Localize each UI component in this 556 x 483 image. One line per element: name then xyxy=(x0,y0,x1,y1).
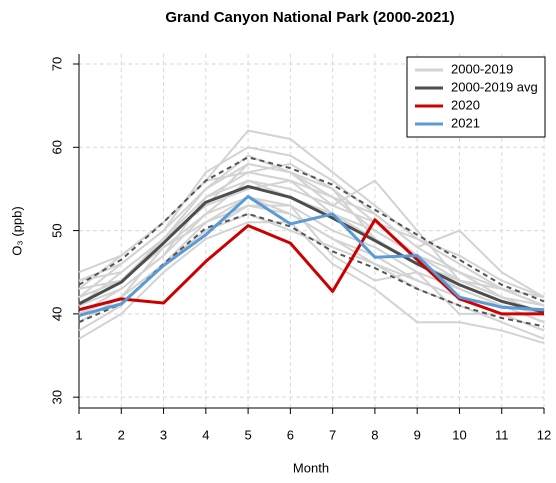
x-tick-label: 8 xyxy=(371,427,378,442)
x-tick-label: 6 xyxy=(287,427,294,442)
y-axis-title: O₃ (ppb) xyxy=(9,206,24,255)
legend-label: 2000-2019 avg xyxy=(451,79,538,94)
legend-label: 2020 xyxy=(451,97,480,112)
x-tick-label: 12 xyxy=(537,427,551,442)
series-line xyxy=(78,194,545,317)
x-tick-label: 1 xyxy=(75,427,82,442)
background-line xyxy=(78,221,545,344)
y-tick-label: 60 xyxy=(49,140,64,154)
legend-label: 2021 xyxy=(451,115,480,130)
y-tick-label: 50 xyxy=(49,223,64,237)
x-tick-label: 7 xyxy=(329,427,336,442)
background-line xyxy=(78,129,545,299)
x-axis-title: Month xyxy=(293,460,329,475)
x-tick-label: 5 xyxy=(244,427,251,442)
x-tick-label: 10 xyxy=(452,427,466,442)
chart-title: Grand Canyon National Park (2000-2021) xyxy=(165,9,454,26)
background-line xyxy=(78,179,545,315)
background-line xyxy=(78,171,545,307)
background-line xyxy=(78,146,545,299)
x-tick-label: 11 xyxy=(495,427,509,442)
y-tick-label: 30 xyxy=(49,390,64,404)
x-tick-label: 2 xyxy=(118,427,125,442)
series-line xyxy=(78,184,545,314)
x-tick-label: 4 xyxy=(202,427,209,442)
x-tick-label: 9 xyxy=(414,427,421,442)
series-line xyxy=(78,218,544,316)
legend-label: 2000-2019 xyxy=(451,61,513,76)
x-tick-label: 3 xyxy=(160,427,167,442)
dashed-line xyxy=(78,156,545,303)
y-tick-label: 40 xyxy=(49,307,64,321)
y-tick-label: 70 xyxy=(49,57,64,71)
